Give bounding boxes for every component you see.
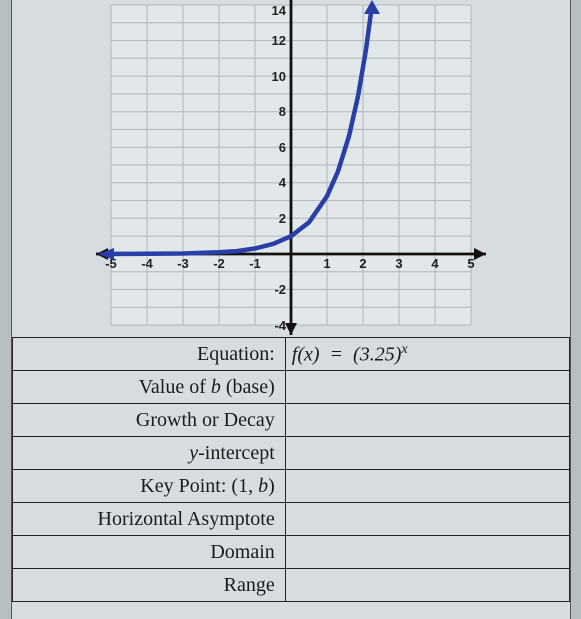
domain-value[interactable] [285, 536, 569, 569]
exponential-chart: -5 -4 -3 -2 -1 1 2 3 4 5 2 4 6 8 10 12 1… [76, 0, 506, 335]
range-label: Range [12, 569, 285, 602]
keypoint-label: Key Point: (1, b) [12, 470, 285, 503]
equation-label: Equation: [12, 338, 285, 371]
row-growth: Growth or Decay [12, 404, 569, 437]
row-keypoint: Key Point: (1, b) [12, 470, 569, 503]
xtick-4: 4 [431, 256, 439, 271]
ytick-8: 8 [278, 104, 285, 119]
row-asymptote: Horizontal Asymptote [12, 503, 569, 536]
row-yintercept: y-intercept [12, 437, 569, 470]
domain-label: Domain [12, 536, 285, 569]
row-domain: Domain [12, 536, 569, 569]
yint-value[interactable] [285, 437, 569, 470]
ytick-2: 2 [278, 211, 285, 226]
ytick-14: 14 [271, 3, 286, 18]
row-range: Range [12, 569, 569, 602]
h-asym-value[interactable] [285, 503, 569, 536]
ytick-m4: -4 [274, 318, 286, 333]
properties-table: Equation: f(x) = (3.25)x Value of b (bas… [12, 337, 570, 602]
xtick-m1: -1 [249, 256, 261, 271]
xtick-2: 2 [359, 256, 366, 271]
growth-label: Growth or Decay [12, 404, 285, 437]
row-equation: Equation: f(x) = (3.25)x [12, 338, 569, 371]
worksheet-page: -5 -4 -3 -2 -1 1 2 3 4 5 2 4 6 8 10 12 1… [11, 0, 571, 619]
ytick-6: 6 [278, 140, 285, 155]
ytick-m2: -2 [274, 282, 286, 297]
xtick-m3: -3 [177, 256, 189, 271]
yint-label: y-intercept [12, 437, 285, 470]
equation-value: f(x) = (3.25)x [285, 338, 569, 371]
xtick-1: 1 [323, 256, 330, 271]
chart-container: -5 -4 -3 -2 -1 1 2 3 4 5 2 4 6 8 10 12 1… [12, 0, 570, 335]
row-value-b: Value of b (base) [12, 371, 569, 404]
ytick-12: 12 [271, 33, 285, 48]
h-asym-label: Horizontal Asymptote [12, 503, 285, 536]
xtick-5: 5 [467, 256, 474, 271]
xtick-m4: -4 [141, 256, 153, 271]
xtick-m2: -2 [213, 256, 225, 271]
value-b-value[interactable] [285, 371, 569, 404]
ytick-10: 10 [271, 69, 285, 84]
ytick-4: 4 [278, 175, 286, 190]
growth-value[interactable] [285, 404, 569, 437]
value-b-label: Value of b (base) [12, 371, 285, 404]
range-value[interactable] [285, 569, 569, 602]
xtick-3: 3 [395, 256, 402, 271]
keypoint-value[interactable] [285, 470, 569, 503]
